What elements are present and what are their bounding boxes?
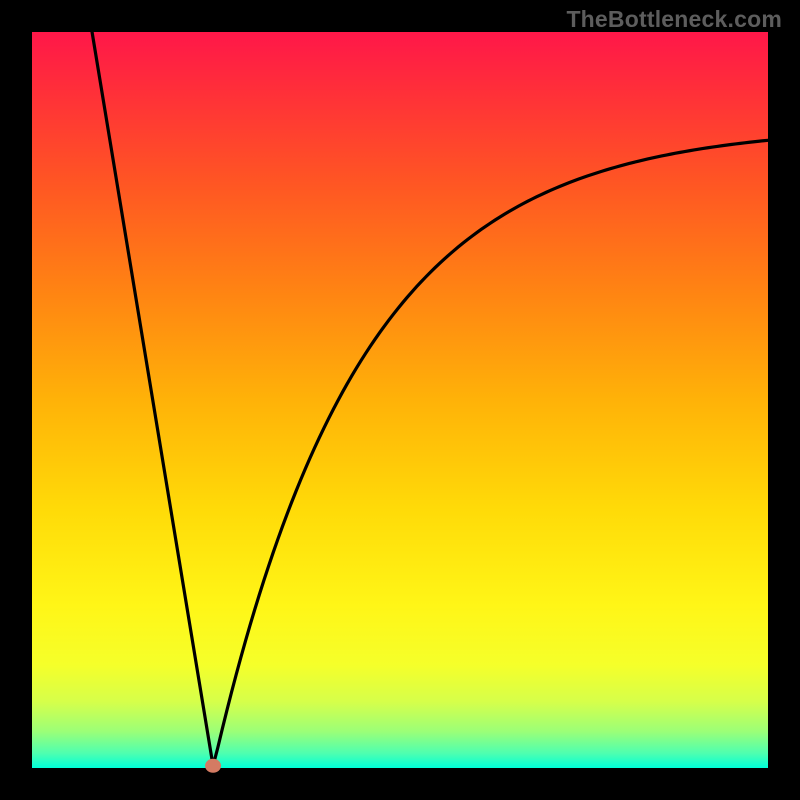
chart-gradient-background xyxy=(32,32,768,768)
optimal-point-marker xyxy=(205,759,221,773)
watermark-text: TheBottleneck.com xyxy=(566,6,782,33)
bottleneck-chart xyxy=(0,0,800,800)
chart-svg xyxy=(0,0,800,800)
